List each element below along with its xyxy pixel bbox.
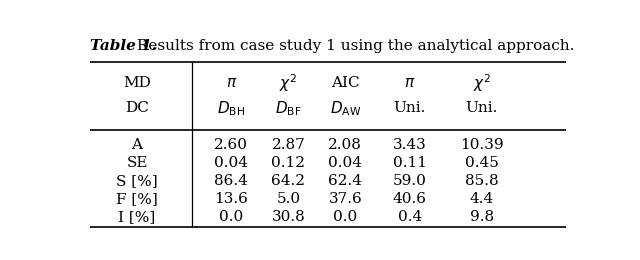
Text: DC: DC	[125, 101, 149, 115]
Text: 0.4: 0.4	[397, 210, 422, 224]
Text: I [%]: I [%]	[118, 210, 156, 224]
Text: 13.6: 13.6	[214, 192, 248, 206]
Text: S [%]: S [%]	[116, 174, 158, 188]
Text: SE: SE	[126, 156, 148, 170]
Text: $D_{\mathrm{AW}}$: $D_{\mathrm{AW}}$	[330, 99, 361, 118]
Text: 3.43: 3.43	[393, 138, 427, 152]
Text: 64.2: 64.2	[271, 174, 305, 188]
Text: A: A	[132, 138, 143, 152]
Text: 59.0: 59.0	[393, 174, 427, 188]
Text: $\pi$: $\pi$	[404, 76, 415, 90]
Text: $\chi^2$: $\chi^2$	[279, 72, 298, 94]
Text: $D_{\mathrm{BF}}$: $D_{\mathrm{BF}}$	[275, 99, 301, 118]
Text: 4.4: 4.4	[470, 192, 494, 206]
Text: 2.08: 2.08	[328, 138, 362, 152]
Text: 0.04: 0.04	[214, 156, 248, 170]
Text: 0.0: 0.0	[219, 210, 243, 224]
Text: Results from case study 1 using the analytical approach.: Results from case study 1 using the anal…	[132, 39, 575, 53]
Text: 5.0: 5.0	[276, 192, 300, 206]
Text: AIC: AIC	[331, 76, 360, 90]
Text: 0.11: 0.11	[393, 156, 427, 170]
Text: 85.8: 85.8	[465, 174, 499, 188]
Text: 10.39: 10.39	[460, 138, 504, 152]
Text: 62.4: 62.4	[328, 174, 362, 188]
Text: 40.6: 40.6	[393, 192, 427, 206]
Text: 0.12: 0.12	[271, 156, 305, 170]
Text: MD: MD	[123, 76, 151, 90]
Text: 30.8: 30.8	[271, 210, 305, 224]
Text: 9.8: 9.8	[470, 210, 494, 224]
Text: Uni.: Uni.	[465, 101, 498, 115]
Text: 2.87: 2.87	[271, 138, 305, 152]
Text: 0.04: 0.04	[328, 156, 362, 170]
Text: Uni.: Uni.	[394, 101, 426, 115]
Text: 37.6: 37.6	[328, 192, 362, 206]
Text: 86.4: 86.4	[214, 174, 248, 188]
Text: $D_{\mathrm{BH}}$: $D_{\mathrm{BH}}$	[218, 99, 245, 118]
Text: $\pi$: $\pi$	[225, 76, 237, 90]
Text: 0.0: 0.0	[333, 210, 358, 224]
Text: F [%]: F [%]	[116, 192, 158, 206]
Text: Table 1.: Table 1.	[90, 39, 157, 53]
Text: $\chi^2$: $\chi^2$	[473, 72, 491, 94]
Text: 0.45: 0.45	[465, 156, 499, 170]
Text: 2.60: 2.60	[214, 138, 248, 152]
